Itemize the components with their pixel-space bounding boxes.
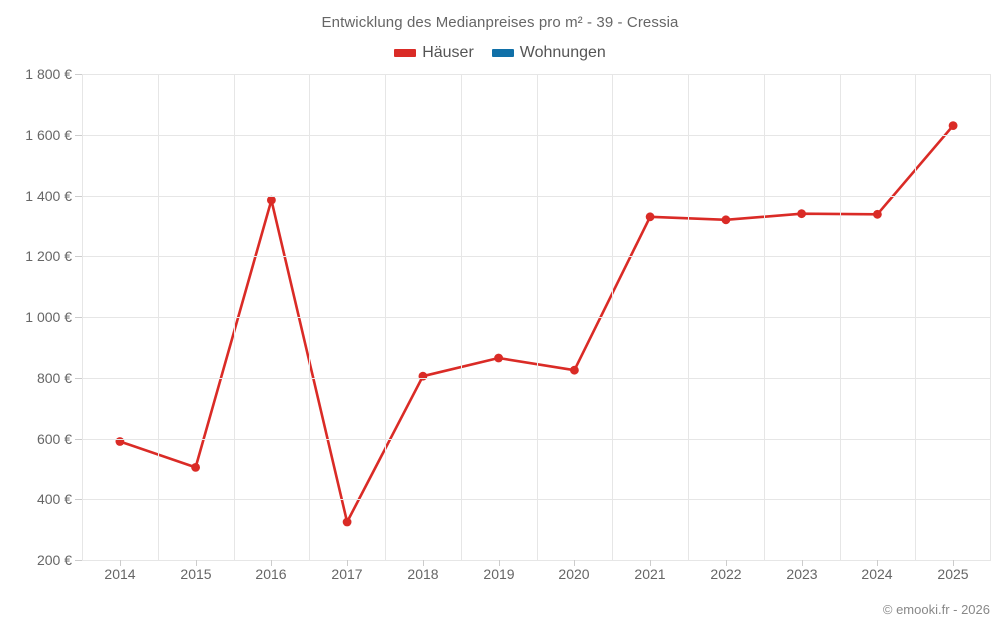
gridline-horizontal [82,135,991,136]
chart-legend: Häuser Wohnungen [0,44,1000,62]
x-axis-label: 2024 [861,566,893,582]
data-point[interactable] [267,195,276,205]
series-line-1 [118,124,955,524]
y-axis-label: 1 600 € [25,127,72,143]
legend-item-haeuser[interactable]: Häuser [394,44,474,62]
plot-area [75,74,991,566]
gridline-vertical [990,74,991,560]
gridline-horizontal [82,499,991,500]
gridline-vertical [612,74,613,560]
y-axis-label: 1 400 € [25,188,72,204]
legend-swatch-icon-wohnungen [491,49,514,57]
x-axis-label: 2021 [634,566,666,582]
gridline-horizontal [82,196,991,197]
data-point[interactable] [418,371,428,381]
x-axis-tick [423,560,424,566]
legend-swatch-icon-haeuser [394,49,417,57]
y-axis-label: 400 € [36,491,72,507]
chart-title: Entwicklung des Medianpreises pro m² - 3… [321,14,679,31]
data-point[interactable] [191,463,200,472]
x-axis-label: 2014 [104,566,136,582]
data-point[interactable] [494,353,503,363]
gridline-vertical [840,74,841,560]
x-axis-tick [271,560,272,566]
x-axis-tick [953,560,954,566]
data-point[interactable] [721,215,731,225]
y-axis-labels: 1 800 € 1 600 € 1 400 € 1 200 € 1 000 € 800 €… [0,66,72,568]
x-axis-tick [650,560,651,566]
gridline-vertical [234,74,235,560]
data-point[interactable] [342,517,352,527]
y-axis-tick [75,439,82,440]
y-axis-label: 600 € [36,431,72,447]
x-axis-tick [877,560,878,566]
x-axis-tick [726,560,727,566]
y-axis-label: 800 € [36,370,72,386]
gridline-horizontal [82,439,991,440]
legend-label-wohnungen: Wohnungen [519,44,606,61]
gridline-vertical [82,74,83,560]
x-axis-tick [802,560,803,566]
y-axis-tick [75,499,82,500]
gridline-vertical [309,74,310,560]
gridline-vertical [537,74,538,560]
x-axis-label: 2017 [331,566,363,582]
y-axis-tick [75,560,82,561]
y-axis-tick [75,256,82,257]
x-axis-tick [347,560,348,566]
x-axis-labels: 2014 2015 2016 2017 2018 2019 2020 2021 2022 2023… [82,566,991,590]
series-layer [115,121,958,527]
gridline-horizontal [82,256,991,257]
x-axis-label: 2025 [937,566,969,582]
x-axis-tick [499,560,500,566]
legend-label-haeuser: Häuser [422,44,474,61]
gridline-vertical [461,74,462,560]
gridline-horizontal [82,74,991,75]
y-axis-label: 200 € [36,552,72,568]
y-axis-tick [75,74,82,75]
data-point[interactable] [797,209,806,219]
x-axis-label: 2022 [710,566,742,582]
x-axis-label: 2023 [786,566,818,582]
x-axis-tick [120,560,121,566]
y-axis-tick [75,135,82,136]
y-axis-tick [75,378,82,379]
y-axis-label: 1 800 € [25,66,72,82]
x-axis-label: 2019 [483,566,515,582]
data-point[interactable] [948,121,958,130]
x-axis-label: 2015 [180,566,212,582]
gridline-vertical [764,74,765,560]
data-point[interactable] [645,212,655,222]
y-axis-label: 1 000 € [25,309,72,325]
gridline-vertical [915,74,916,560]
gridline-vertical [385,74,386,560]
gridline-vertical [688,74,689,560]
gridline-horizontal [82,378,991,379]
credit-text: © emooki.fr - 2026 [882,602,990,617]
legend-item-wohnungen[interactable]: Wohnungen [491,44,606,62]
y-axis-tick [75,317,82,318]
x-axis-tick [196,560,197,566]
data-point[interactable] [570,365,579,375]
x-axis-label: 2016 [255,566,287,582]
data-point[interactable] [873,209,882,219]
y-axis-tick [75,196,82,197]
x-axis-tick [574,560,575,566]
x-axis-label: 2020 [558,566,590,582]
x-axis-label: 2018 [407,566,439,582]
y-axis-label: 1 200 € [25,248,72,264]
gridline-vertical [158,74,159,560]
gridline-horizontal [82,560,991,561]
gridline-horizontal [82,317,991,318]
